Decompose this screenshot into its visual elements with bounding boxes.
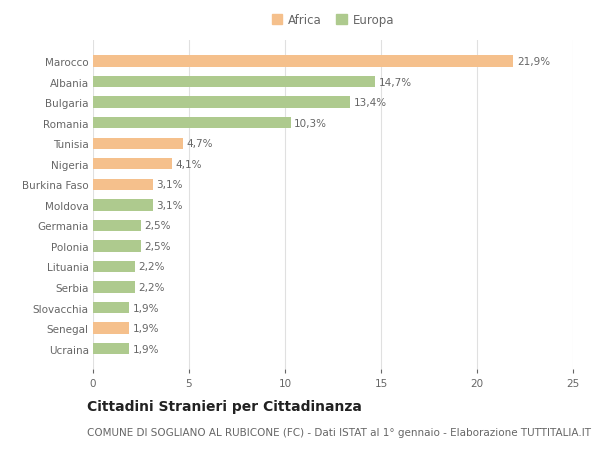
Text: COMUNE DI SOGLIANO AL RUBICONE (FC) - Dati ISTAT al 1° gennaio - Elaborazione TU: COMUNE DI SOGLIANO AL RUBICONE (FC) - Da… <box>87 427 591 437</box>
Text: 1,9%: 1,9% <box>133 324 160 333</box>
Bar <box>93 179 152 190</box>
Text: 21,9%: 21,9% <box>517 57 550 67</box>
Bar <box>93 56 514 67</box>
Text: 3,1%: 3,1% <box>156 201 182 210</box>
Text: 10,3%: 10,3% <box>294 118 327 129</box>
Bar <box>93 97 350 108</box>
Text: 3,1%: 3,1% <box>156 180 182 190</box>
Text: 1,9%: 1,9% <box>133 303 160 313</box>
Bar <box>93 261 135 273</box>
Text: 2,5%: 2,5% <box>145 221 171 231</box>
Text: 4,7%: 4,7% <box>187 139 213 149</box>
Text: 14,7%: 14,7% <box>379 78 412 87</box>
Bar <box>93 220 141 231</box>
Bar <box>93 118 291 129</box>
Bar <box>93 241 141 252</box>
Text: 4,1%: 4,1% <box>175 159 202 169</box>
Bar <box>93 343 130 355</box>
Text: 13,4%: 13,4% <box>354 98 387 108</box>
Bar <box>93 77 375 88</box>
Text: 2,2%: 2,2% <box>139 282 165 292</box>
Bar <box>93 159 172 170</box>
Bar <box>93 200 152 211</box>
Bar <box>93 138 183 150</box>
Bar <box>93 282 135 293</box>
Text: Cittadini Stranieri per Cittadinanza: Cittadini Stranieri per Cittadinanza <box>87 399 362 413</box>
Text: 2,5%: 2,5% <box>145 241 171 252</box>
Text: 2,2%: 2,2% <box>139 262 165 272</box>
Bar <box>93 323 130 334</box>
Text: 1,9%: 1,9% <box>133 344 160 354</box>
Bar <box>93 302 130 313</box>
Legend: Africa, Europa: Africa, Europa <box>267 10 399 32</box>
